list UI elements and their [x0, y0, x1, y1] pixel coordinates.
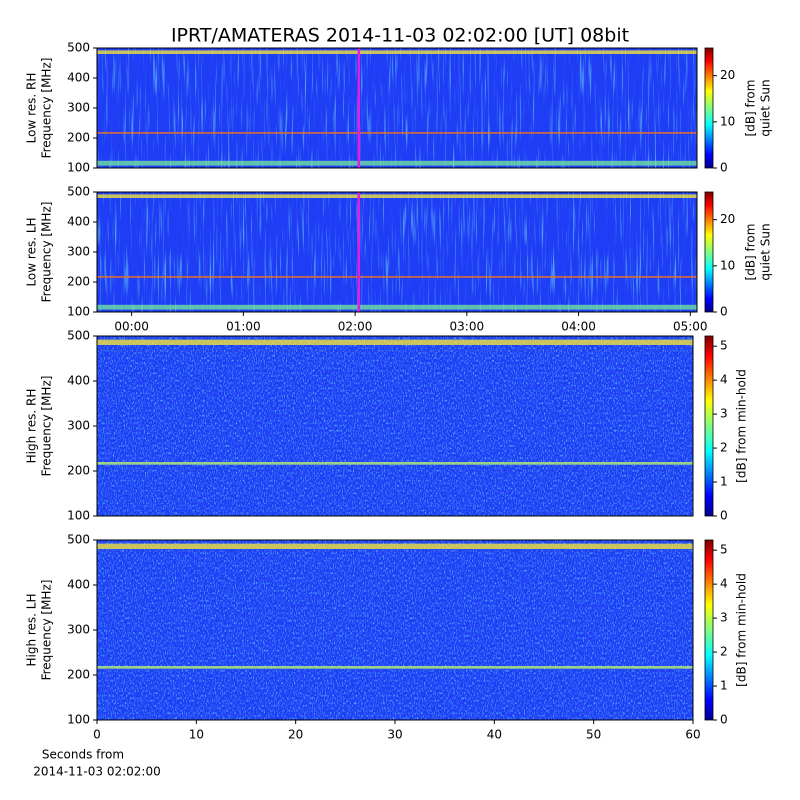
x-tick-label: 00:00 — [114, 320, 149, 334]
colorbar-tick-label: 4 — [720, 373, 728, 387]
y-tick-label: 400 — [67, 71, 90, 85]
y-tick-label: 300 — [67, 419, 90, 433]
spectrogram-texture — [97, 336, 693, 516]
x-tick-label: 0 — [93, 728, 101, 742]
y-tick-label: 500 — [67, 533, 90, 547]
y-tick-label: 300 — [67, 623, 90, 637]
y-axis-label: Frequency [MHz] — [40, 376, 54, 477]
colorbar-label: [dB] from min-hold — [735, 573, 749, 687]
y-tick-label: 400 — [67, 374, 90, 388]
band-low — [97, 304, 697, 310]
x-axis-label: 2014-11-03 02:02:00 — [33, 765, 160, 779]
colorbar-label: [dB] from — [744, 224, 758, 281]
colorbar-tick-label: 2 — [720, 645, 728, 659]
colorbar-tick-label: 5 — [720, 339, 728, 353]
spectrogram-texture — [97, 48, 697, 168]
x-tick-label: 20 — [288, 728, 303, 742]
band-top — [97, 50, 697, 54]
y-axis-label: Frequency [MHz] — [40, 202, 54, 303]
y-tick-label: 200 — [67, 668, 90, 682]
y-tick-label: 100 — [67, 509, 90, 523]
y-tick-label: 500 — [67, 185, 90, 199]
colorbar-tick-label: 3 — [720, 611, 728, 625]
y-axis-label: High res. LH — [25, 593, 39, 666]
colorbar-tick-label: 3 — [720, 407, 728, 421]
colorbar-label: [dB] from min-hold — [735, 369, 749, 483]
y-tick-label: 500 — [67, 329, 90, 343]
colorbar-tick-label: 20 — [720, 68, 735, 82]
band-mid — [97, 132, 697, 134]
colorbar — [704, 335, 714, 517]
y-tick-label: 100 — [67, 161, 90, 175]
y-tick-label: 100 — [67, 713, 90, 727]
band-top — [97, 194, 697, 198]
spectrogram-texture — [97, 540, 693, 720]
colorbar-tick-label: 0 — [720, 713, 728, 727]
y-tick-label: 500 — [67, 41, 90, 55]
band-low — [97, 160, 697, 166]
y-axis-label: Low res. RH — [25, 73, 39, 144]
colorbar-tick-label: 2 — [720, 441, 728, 455]
x-tick-label: 50 — [586, 728, 601, 742]
x-tick-label: 60 — [685, 728, 700, 742]
colorbar-tick-label: 4 — [720, 577, 728, 591]
colorbar — [704, 539, 714, 721]
x-tick-label: 04:00 — [561, 320, 596, 334]
colorbar — [704, 47, 714, 169]
y-axis-label: High res. RH — [25, 389, 39, 464]
y-axis-label: Low res. LH — [25, 217, 39, 286]
x-tick-label: 03:00 — [450, 320, 485, 334]
colorbar-tick-label: 10 — [720, 258, 735, 272]
colorbar-label: quiet Sun — [759, 223, 773, 280]
colorbar-tick-label: 1 — [720, 475, 728, 489]
colorbar-tick-label: 0 — [720, 509, 728, 523]
band-mid — [97, 666, 693, 669]
y-tick-label: 300 — [67, 101, 90, 115]
x-tick-label: 05:00 — [673, 320, 708, 334]
y-tick-label: 300 — [67, 245, 90, 259]
x-tick-label: 01:00 — [226, 320, 261, 334]
y-tick-label: 200 — [67, 275, 90, 289]
spectrogram-texture — [97, 192, 697, 312]
y-tick-label: 400 — [67, 215, 90, 229]
colorbar-label: [dB] from — [744, 80, 758, 137]
x-tick-label: 40 — [487, 728, 502, 742]
y-tick-label: 400 — [67, 578, 90, 592]
colorbar — [704, 191, 714, 313]
x-tick-label: 10 — [189, 728, 204, 742]
x-tick-label: 02:00 — [338, 320, 373, 334]
x-tick-label: 30 — [387, 728, 402, 742]
y-axis-label: Frequency [MHz] — [40, 580, 54, 681]
band-mid — [97, 462, 693, 465]
y-tick-label: 100 — [67, 305, 90, 319]
band-top — [97, 543, 693, 549]
band-mid — [97, 276, 697, 278]
figure-title: IPRT/AMATERAS 2014-11-03 02:02:00 [UT] 0… — [171, 25, 629, 47]
x-axis-label: Seconds from — [42, 748, 124, 762]
colorbar-tick-label: 20 — [720, 212, 735, 226]
colorbar-label: quiet Sun — [759, 79, 773, 136]
colorbar-tick-label: 0 — [720, 305, 728, 319]
colorbar-tick-label: 5 — [720, 543, 728, 557]
band-top — [97, 339, 693, 345]
y-tick-label: 200 — [67, 464, 90, 478]
colorbar-tick-label: 0 — [720, 161, 728, 175]
colorbar-tick-label: 10 — [720, 114, 735, 128]
y-tick-label: 200 — [67, 131, 90, 145]
y-axis-label: Frequency [MHz] — [40, 58, 54, 159]
colorbar-tick-label: 1 — [720, 679, 728, 693]
